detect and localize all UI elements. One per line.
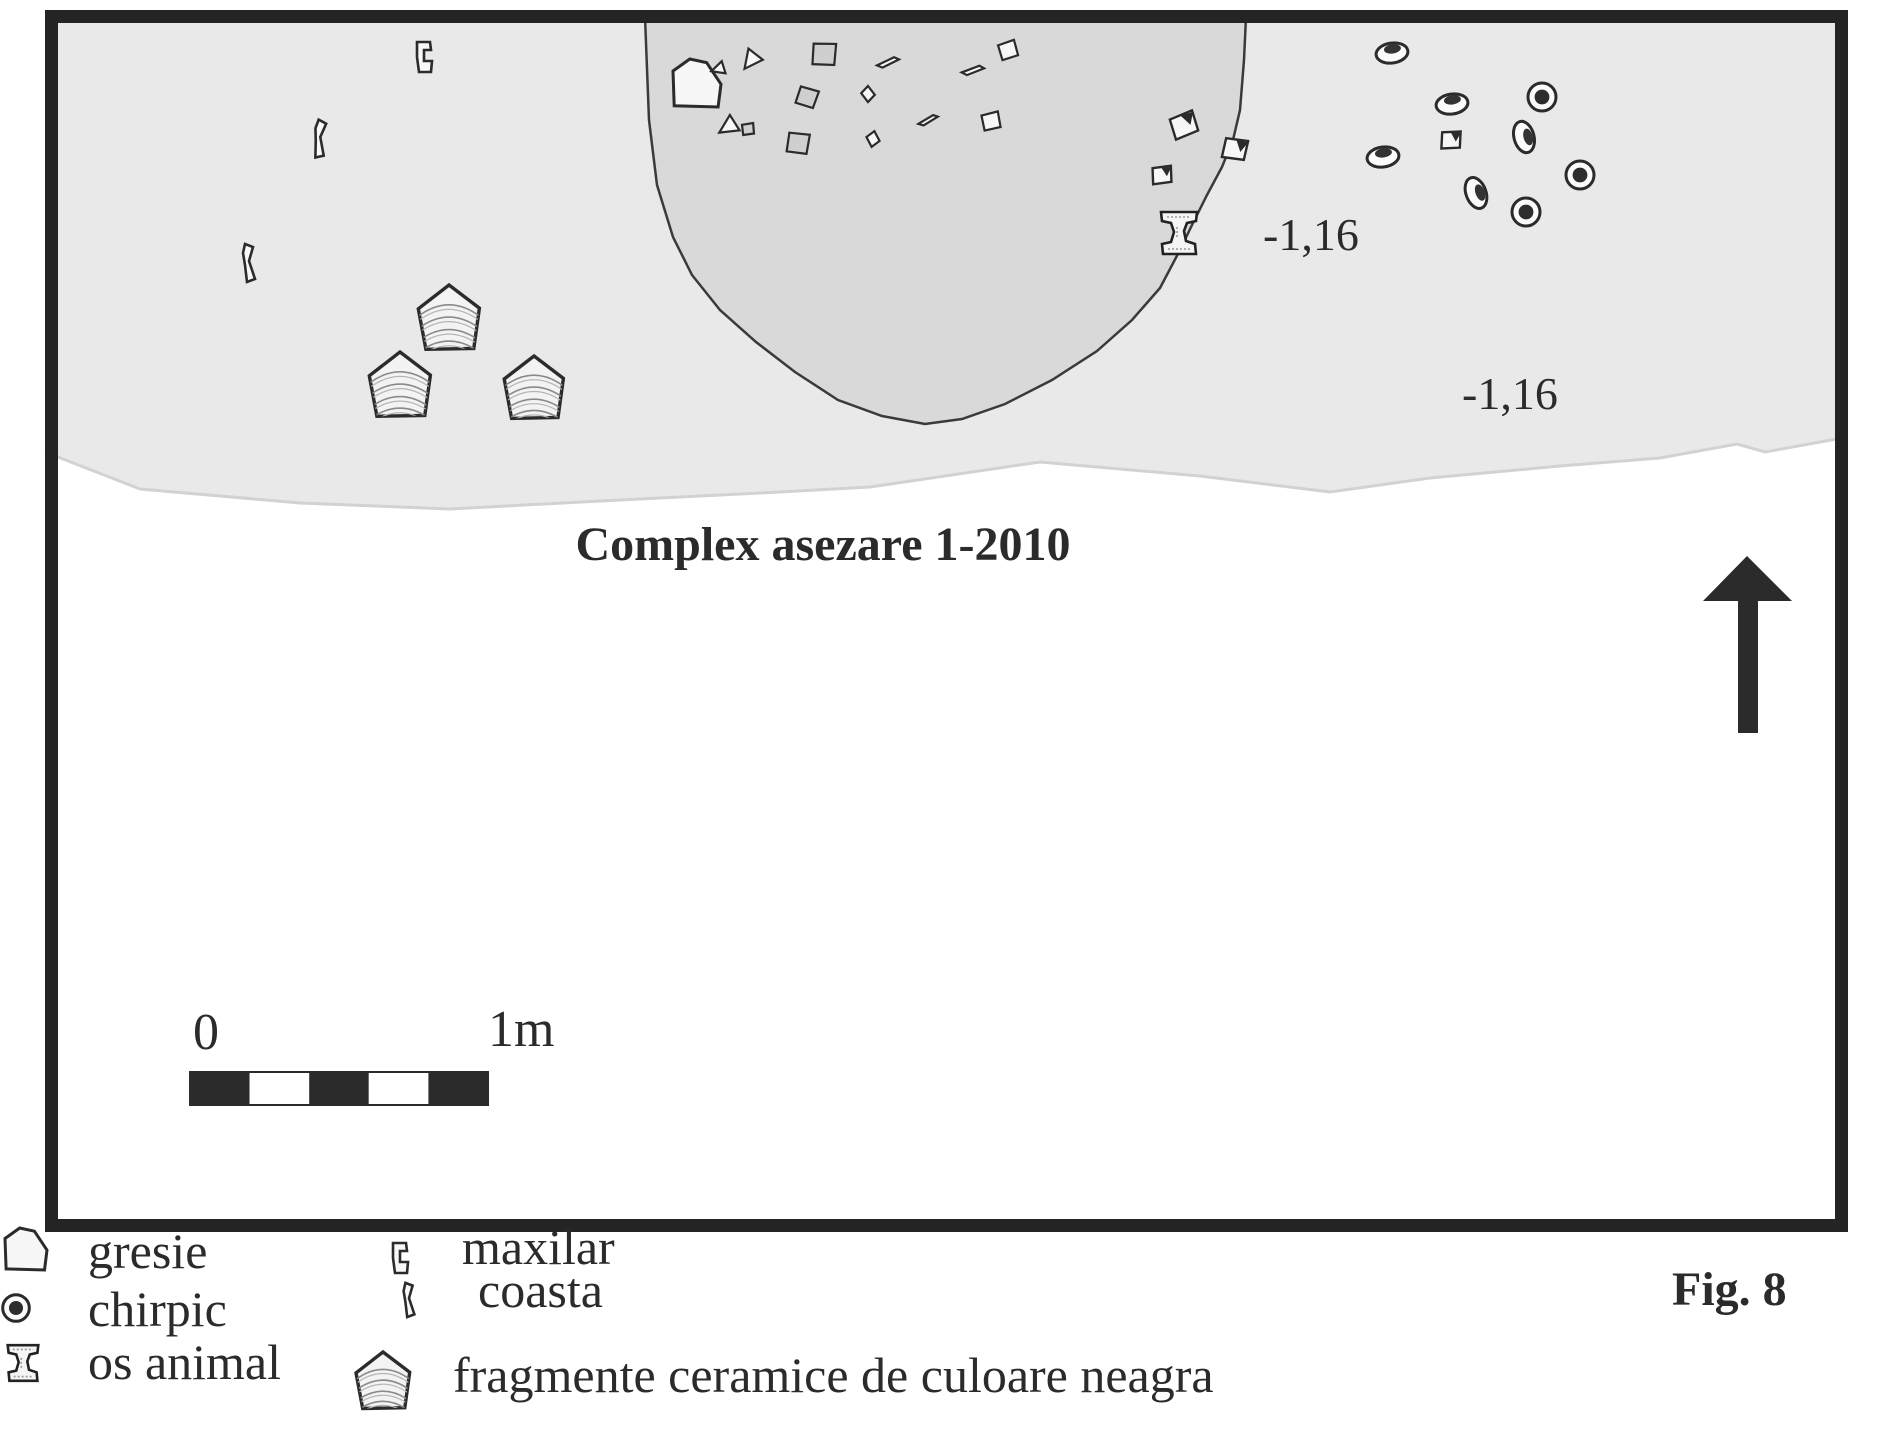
legend-label-maxilar: maxilar — [462, 1219, 615, 1275]
scale-start-label: 0 — [193, 1004, 219, 1061]
tri-symbol — [717, 112, 742, 134]
coasta-symbol — [402, 1281, 417, 1319]
diamond-symbol — [859, 84, 877, 104]
dot-symbol — [1526, 81, 1558, 113]
north-arrow-icon — [1703, 556, 1792, 733]
eye-symbol — [1511, 119, 1537, 155]
coasta-symbol — [241, 242, 257, 284]
quad-symbol — [811, 42, 838, 67]
eye-symbol — [1365, 145, 1401, 169]
eye-symbol — [1434, 92, 1470, 116]
figure-number: Fig. 8 — [1672, 1263, 1787, 1316]
darkquad-symbol — [1168, 108, 1200, 142]
coasta-symbol — [314, 117, 328, 160]
legend-label-gresie: gresie — [88, 1223, 207, 1279]
scale-bar — [189, 1071, 489, 1106]
darkquad-symbol — [1440, 130, 1462, 150]
sliver-symbol — [915, 113, 941, 127]
tri-symbol — [743, 46, 765, 71]
ceramic-symbol — [354, 1349, 412, 1411]
maxilar-symbol — [415, 40, 434, 74]
depth-label-1: -1,16 — [1263, 209, 1359, 260]
darkquad-symbol — [1220, 136, 1250, 162]
legend-label-chirpic: chirpic — [88, 1281, 227, 1337]
quad-symbol — [980, 110, 1002, 132]
quad-symbol — [740, 121, 756, 137]
legend-label-ceramic-fragments: fragmente ceramice de culoare neagra — [453, 1347, 1214, 1403]
eye-symbol — [1463, 176, 1489, 210]
diamond-symbol — [865, 129, 881, 149]
sliver-symbol — [958, 64, 987, 77]
depth-label-2: -1,16 — [1462, 368, 1558, 419]
dot-symbol — [1, 1293, 31, 1323]
bone-symbol — [6, 1343, 40, 1383]
quad-symbol — [785, 131, 812, 156]
plan-frame-border — [45, 10, 1848, 1232]
eye-symbol — [1374, 41, 1410, 65]
quad-symbol — [794, 85, 821, 110]
tri-symbol — [709, 59, 728, 75]
sliver-symbol — [874, 55, 902, 69]
ceramic-symbol — [416, 282, 482, 352]
legend-label-coasta: coasta — [478, 1262, 603, 1318]
gresieBig-symbol — [671, 57, 723, 109]
legend-symbols — [1, 1226, 417, 1411]
legend-label-os-animal: os animal — [88, 1334, 281, 1390]
dot-symbol — [1510, 196, 1542, 228]
dot-symbol — [1564, 159, 1596, 191]
topsoil-bottom-edge — [44, 435, 1849, 511]
bone-symbol — [1159, 210, 1199, 256]
darkquad-symbol — [1151, 164, 1173, 186]
plan-title: Complex asezare 1-2010 — [576, 518, 1071, 571]
maxilar-symbol — [391, 1241, 410, 1275]
gresieBig-symbol — [3, 1226, 49, 1272]
quad-symbol — [996, 38, 1020, 62]
scale-end-label: 1m — [488, 1001, 554, 1058]
